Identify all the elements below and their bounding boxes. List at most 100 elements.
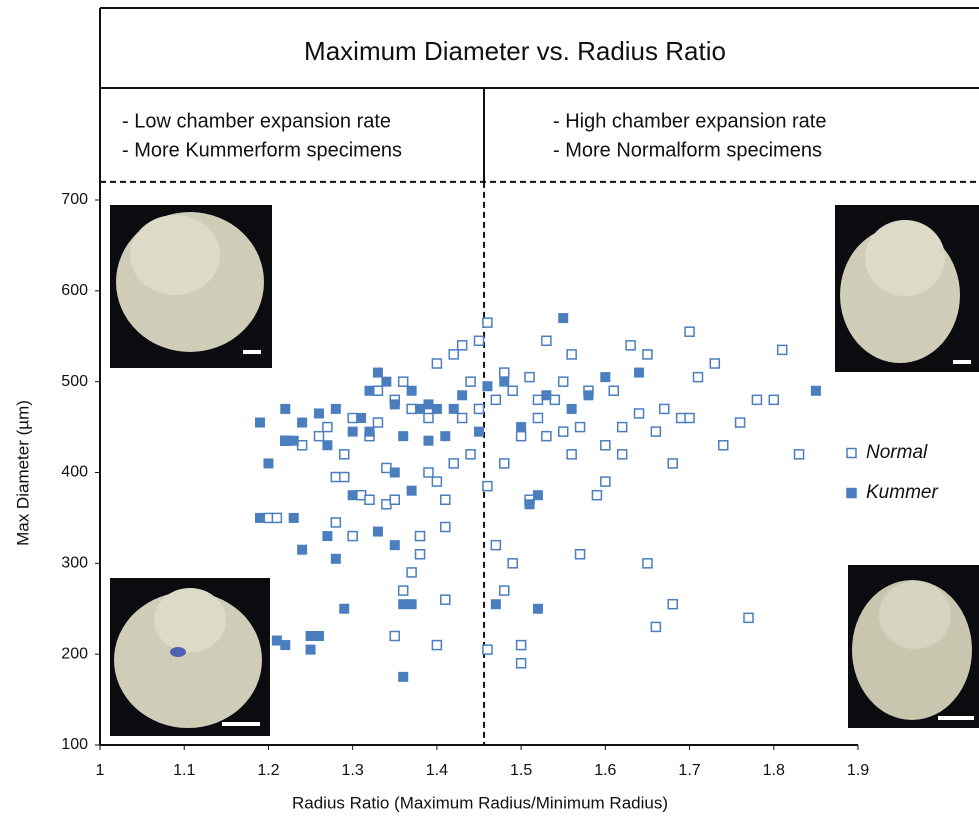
point (338, 449, 350, 460)
point (381, 376, 392, 387)
frame (99, 7, 979, 745)
x-tick-label: 1.8 (763, 762, 785, 779)
x-tick-label: 1.7 (678, 762, 700, 779)
point (642, 558, 653, 569)
point (659, 403, 670, 415)
point (423, 435, 434, 446)
point (616, 449, 628, 460)
point (389, 494, 401, 505)
x-axis-label: Radius Ratio (Maximum Radius/Minimum Rad… (292, 793, 668, 812)
point (591, 489, 603, 501)
point (255, 417, 266, 428)
point (322, 440, 333, 451)
point (330, 553, 341, 564)
point (541, 390, 552, 401)
point (397, 376, 409, 387)
point (322, 531, 333, 542)
y-tick-label: 200 (61, 645, 88, 662)
point (465, 449, 476, 460)
point (271, 635, 282, 646)
point (625, 340, 636, 351)
point (406, 385, 417, 396)
point (516, 422, 527, 433)
legend-marker (846, 447, 857, 459)
point (499, 367, 510, 378)
point (440, 494, 451, 505)
point (482, 381, 493, 392)
point (558, 313, 569, 324)
point (709, 358, 721, 369)
point (440, 431, 451, 442)
point (600, 372, 611, 383)
point (490, 599, 501, 610)
x-tick-label: 1.2 (257, 762, 279, 779)
point (541, 430, 552, 442)
point (347, 412, 358, 424)
point (414, 530, 426, 542)
point (364, 426, 375, 437)
point (456, 340, 468, 351)
y-axis-label: Max Diameter (µm) (13, 400, 32, 546)
point (322, 421, 333, 433)
point (255, 512, 266, 523)
photo (110, 205, 272, 368)
point (398, 671, 409, 682)
x-tick-label: 1 (96, 762, 105, 779)
point (448, 403, 459, 414)
point (406, 599, 417, 610)
point (642, 349, 653, 360)
point (347, 530, 358, 542)
point (507, 385, 518, 396)
point (515, 658, 527, 669)
photo (848, 565, 979, 728)
legend-label: Normal (866, 442, 928, 463)
point (524, 371, 535, 383)
point (574, 421, 586, 433)
point (448, 349, 459, 360)
point (415, 403, 426, 414)
point (330, 403, 341, 414)
point (280, 403, 291, 414)
point (465, 376, 476, 387)
point (600, 476, 611, 487)
point (280, 640, 291, 651)
point (423, 467, 434, 478)
point (634, 367, 645, 378)
point (633, 408, 645, 419)
point (355, 489, 367, 501)
point (297, 417, 308, 428)
x-tick-label: 1.5 (510, 762, 532, 779)
point (330, 517, 342, 528)
point (398, 599, 409, 610)
photo (835, 205, 979, 372)
point (684, 412, 695, 424)
point (389, 540, 400, 551)
point (490, 394, 502, 406)
point (372, 526, 383, 537)
point (389, 399, 400, 410)
point (557, 376, 569, 387)
point (305, 631, 316, 641)
point (482, 644, 493, 655)
point (288, 512, 299, 523)
point (490, 539, 502, 551)
point (457, 390, 468, 401)
point (566, 449, 577, 460)
point (667, 598, 678, 610)
point (423, 412, 434, 424)
point (566, 403, 577, 414)
point (381, 462, 392, 474)
point (675, 412, 687, 424)
legend-label: Kummer (866, 482, 938, 503)
point (448, 458, 459, 469)
point (406, 403, 417, 415)
point (347, 490, 358, 501)
point (507, 558, 518, 569)
y-tick-label: 300 (61, 555, 88, 572)
point (751, 394, 763, 406)
point (499, 458, 510, 469)
point (431, 358, 443, 369)
y-tick-label: 600 (61, 282, 88, 299)
point (305, 644, 316, 655)
point (482, 480, 493, 492)
